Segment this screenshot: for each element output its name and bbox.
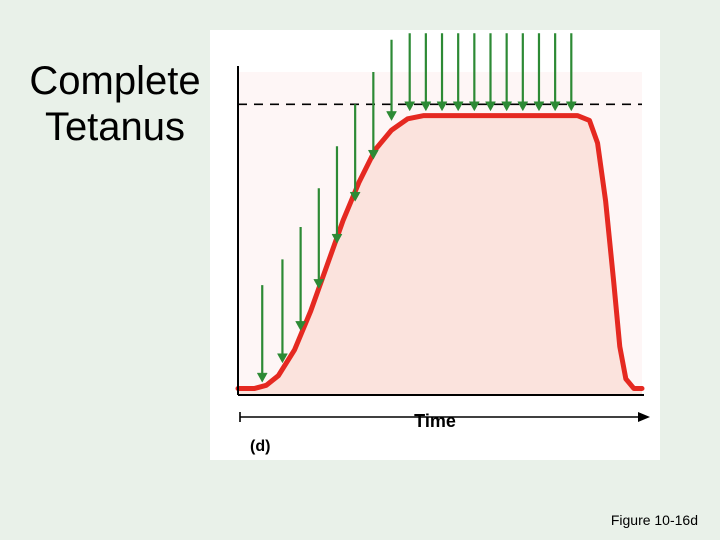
tetanus-chart: Time (d) xyxy=(210,30,660,460)
title-line-1: Complete xyxy=(29,59,200,103)
title-line-2: Tetanus xyxy=(45,105,185,149)
page-title: Complete Tetanus xyxy=(15,58,215,150)
chart-svg xyxy=(210,30,660,460)
subplot-label: (d) xyxy=(250,438,270,456)
x-axis-label: Time xyxy=(414,411,456,432)
figure-caption: Figure 10-16d xyxy=(611,512,698,528)
